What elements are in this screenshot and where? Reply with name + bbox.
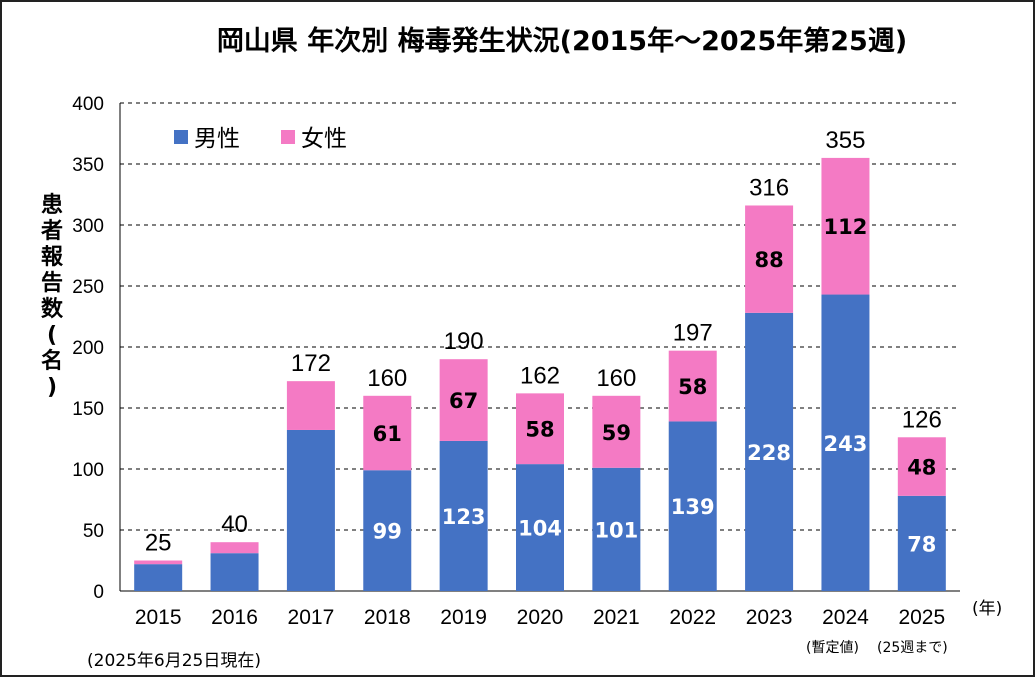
data-label-female: 61 bbox=[373, 422, 402, 446]
bars: 25 40 172 99 61 160 123 67 190 104 58 162 101 59 160 13… bbox=[134, 127, 946, 591]
legend: 男性 女性 bbox=[174, 126, 347, 152]
bar-male-2020 bbox=[516, 464, 564, 591]
x-tick-label: 2016 bbox=[211, 606, 258, 629]
data-label-female: 112 bbox=[824, 215, 868, 239]
data-label-male: 123 bbox=[442, 505, 486, 529]
x-tick-label: 2018 bbox=[364, 606, 411, 629]
data-label-male: 99 bbox=[373, 520, 402, 544]
data-label-male: 228 bbox=[747, 441, 791, 465]
bar-female-2017 bbox=[286, 381, 335, 430]
total-label: 25 bbox=[145, 530, 172, 557]
total-label: 316 bbox=[749, 174, 789, 201]
total-label: 172 bbox=[291, 350, 331, 377]
bar-male-2018 bbox=[363, 470, 412, 591]
bar-male-2024 bbox=[821, 294, 870, 591]
bar-female-2016 bbox=[210, 542, 259, 554]
data-label-male: 101 bbox=[594, 518, 638, 542]
y-tick-label: 100 bbox=[72, 460, 104, 481]
gridlines bbox=[119, 102, 960, 592]
bar-male-2016 bbox=[210, 553, 259, 591]
x-tick-label: 2019 bbox=[440, 606, 487, 629]
x-tick-label: 2021 bbox=[593, 606, 640, 629]
y-tick-label: 150 bbox=[72, 399, 104, 420]
bar-male-2021 bbox=[592, 467, 641, 591]
bar-male-2019 bbox=[439, 440, 488, 591]
data-label-male: 104 bbox=[518, 517, 562, 541]
total-label: 160 bbox=[596, 365, 636, 392]
bar-female-2025 bbox=[897, 437, 946, 496]
bar-male-2023 bbox=[745, 312, 794, 591]
bar-male-2015 bbox=[134, 564, 183, 591]
total-label: 355 bbox=[825, 127, 865, 154]
x-tick-label: 2015 bbox=[135, 606, 182, 629]
bar-female-2024 bbox=[821, 157, 870, 295]
legend-label-female: 女性 bbox=[301, 126, 347, 152]
legend-label-male: 男性 bbox=[194, 126, 240, 152]
data-label-female: 58 bbox=[678, 375, 707, 399]
y-tick-label: 200 bbox=[72, 338, 104, 359]
x-axis-ticks: 2015 2016 2017 2018 2019 2020 2021 2022 2023 2024… bbox=[135, 606, 945, 629]
bar-male-2025 bbox=[897, 495, 946, 591]
bar-female-2015 bbox=[134, 560, 183, 565]
chart-title: 岡山県 年次別 梅毒発生状況(2015年～2025年第25週) bbox=[217, 25, 907, 57]
data-label-male: 78 bbox=[907, 532, 936, 556]
bar-female-2023 bbox=[745, 205, 794, 313]
bar-male-2017 bbox=[286, 429, 335, 591]
y-tick-label: 50 bbox=[83, 521, 104, 542]
bar-male-2022 bbox=[668, 421, 717, 591]
total-label: 160 bbox=[367, 365, 407, 392]
bar-female-2019 bbox=[439, 359, 488, 441]
bar-female-2020 bbox=[516, 393, 564, 465]
data-label-male: 139 bbox=[671, 495, 715, 519]
total-label: 197 bbox=[673, 320, 713, 347]
total-label: 40 bbox=[221, 511, 248, 538]
y-tick-label: 250 bbox=[72, 277, 104, 298]
data-label-female: 88 bbox=[754, 248, 783, 272]
y-tick-label: 350 bbox=[72, 155, 104, 176]
legend-swatch-male bbox=[174, 130, 188, 144]
week-note-2025: (25週まで) bbox=[877, 640, 948, 656]
x-tick-label: 2017 bbox=[288, 606, 335, 629]
x-tick-label: 2020 bbox=[517, 606, 564, 629]
data-label-female: 59 bbox=[602, 421, 631, 445]
legend-swatch-female bbox=[281, 130, 295, 144]
bar-female-2018 bbox=[363, 395, 412, 471]
y-axis-ticks: 0 50 100 150 200 250 300 350 400 bbox=[72, 94, 104, 603]
x-tick-label: 2025 bbox=[898, 606, 945, 629]
x-tick-label: 2024 bbox=[822, 606, 869, 629]
y-tick-label: 400 bbox=[72, 94, 104, 115]
y-tick-label: 300 bbox=[72, 216, 104, 237]
bar-female-2022 bbox=[668, 350, 717, 422]
total-label: 190 bbox=[444, 328, 484, 355]
x-tick-label: 2023 bbox=[746, 606, 793, 629]
x-tick-label: 2022 bbox=[669, 606, 716, 629]
y-axis-label: 患者報告数(名) bbox=[40, 192, 64, 400]
data-label-male: 243 bbox=[824, 432, 868, 456]
total-label: 126 bbox=[902, 406, 942, 433]
data-label-female: 67 bbox=[449, 389, 478, 413]
bar-female-2021 bbox=[592, 395, 641, 468]
x-axis-unit-label: (年) bbox=[972, 599, 1002, 619]
y-tick-label: 0 bbox=[93, 582, 104, 603]
provisional-note-2024: (暫定値) bbox=[806, 640, 859, 656]
data-label-female: 58 bbox=[525, 418, 554, 442]
data-label-female: 48 bbox=[907, 456, 936, 480]
total-label: 162 bbox=[520, 362, 560, 389]
as-of-date-note: (2025年6月25日現在) bbox=[87, 651, 261, 671]
